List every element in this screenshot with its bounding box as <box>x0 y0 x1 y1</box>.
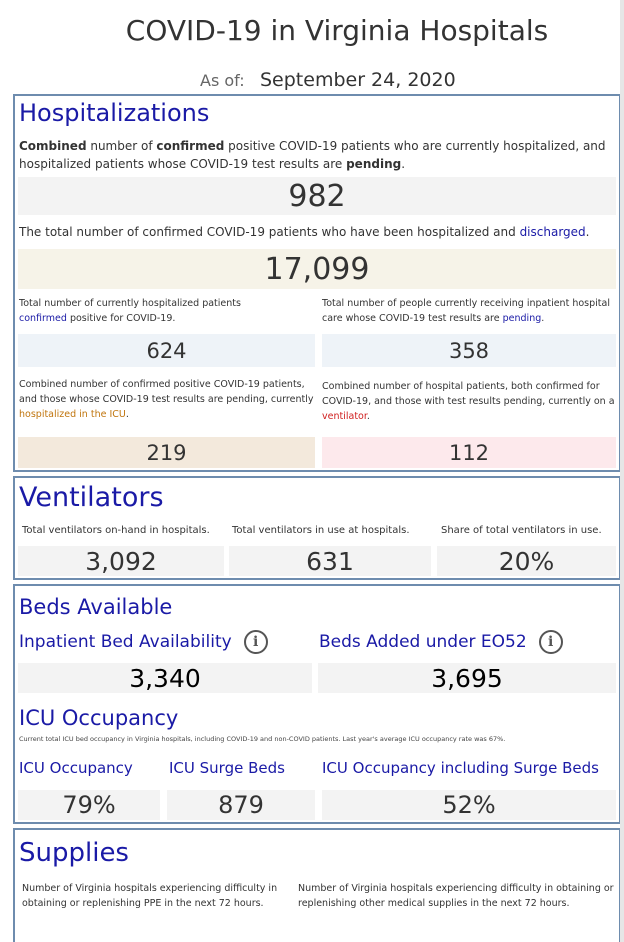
asof-label: As of: <box>200 71 245 90</box>
supplies-panel <box>13 828 621 942</box>
desc-text: The total number of confirmed COVID-19 p… <box>19 225 520 239</box>
icu-occupancy-value: 79% <box>18 790 160 820</box>
icu-surge-value: 879 <box>167 790 315 820</box>
combined-word: Combined <box>19 139 87 153</box>
icu-incl-surge-value: 52% <box>322 790 616 820</box>
info-icon[interactable]: i <box>243 630 268 654</box>
confirmed-word: confirmed <box>19 313 67 324</box>
desc-text: Combined number of confirmed positive CO… <box>19 379 314 405</box>
beds-title: Beds Available <box>19 595 173 619</box>
icu-incl-surge-label: ICU Occupancy including Surge Beds <box>322 759 599 777</box>
scrollbar[interactable] <box>620 0 624 942</box>
confirmed-value: 624 <box>18 334 315 367</box>
desc-text: . <box>125 409 129 420</box>
desc-text: positive for COVID-19. <box>66 313 176 324</box>
icu-surge-label: ICU Surge Beds <box>169 759 285 777</box>
ppe-description: Number of Virginia hospitals experiencin… <box>22 883 278 909</box>
beds-added-text: Beds Added under EO52 <box>319 632 527 652</box>
info-icon[interactable]: i <box>538 630 563 654</box>
desc-text: . <box>541 313 545 324</box>
ventilator-description: Combined number of hospital patients, bo… <box>322 379 616 424</box>
desc-text: . <box>585 225 590 239</box>
confirmed-word: confirmed <box>156 139 225 153</box>
other-supplies-description: Number of Virginia hospitals experiencin… <box>298 883 614 909</box>
inpatient-bed-label: Inpatient Bed Availability i <box>19 630 268 654</box>
icu-value: 219 <box>18 437 315 468</box>
discharged-description: The total number of confirmed COVID-19 p… <box>19 223 614 241</box>
asof-date: September 24, 2020 <box>260 69 456 91</box>
icu-description: Combined number of confirmed positive CO… <box>19 377 315 422</box>
share-value: 20% <box>437 546 616 576</box>
icu-occupancy-note: Current total ICU bed occupancy in Virgi… <box>19 735 506 743</box>
beds-panel <box>13 584 621 824</box>
desc-text: Combined number of hospital patients, bo… <box>322 381 615 407</box>
desc-text: Total number of people currently receivi… <box>322 298 610 324</box>
inuse-label: Total ventilators in use at hospitals. <box>232 525 410 536</box>
combined-description: Combined number of confirmed positive CO… <box>19 137 614 173</box>
icu-occupancy-title: ICU Occupancy <box>19 706 179 730</box>
page-title: COVID-19 in Virginia Hospitals <box>125 14 549 47</box>
inpatient-bed-text: Inpatient Bed Availability <box>19 632 232 652</box>
beds-added-label: Beds Added under EO52 i <box>319 630 563 654</box>
desc-text: number of <box>86 139 157 153</box>
icu-occupancy-label: ICU Occupancy <box>19 759 133 777</box>
desc-text: . <box>366 411 370 422</box>
onhand-label: Total ventilators on-hand in hospitals. <box>22 525 210 536</box>
pending-description: Total number of people currently receivi… <box>322 296 616 326</box>
onhand-value: 3,092 <box>18 546 224 576</box>
discharged-value: 17,099 <box>18 249 616 289</box>
desc-text: . <box>401 157 406 171</box>
inpatient-bed-value: 3,340 <box>18 663 312 693</box>
hospitalizations-title: Hospitalizations <box>19 99 210 127</box>
supplies-title: Supplies <box>19 838 129 868</box>
desc-text: positive COVID-19 patients who are curre… <box>19 139 606 171</box>
confirmed-description: Total number of currently hospitalized p… <box>19 296 259 326</box>
pending-word: pending <box>346 157 402 171</box>
pending-word: pending <box>502 313 542 324</box>
share-label: Share of total ventilators in use. <box>441 525 602 536</box>
ventilator-value: 112 <box>322 437 616 468</box>
pending-value: 358 <box>322 334 616 367</box>
discharged-word: discharged <box>519 225 586 239</box>
icu-word: hospitalized in the ICU <box>19 409 126 420</box>
desc-text: Total number of currently hospitalized p… <box>19 298 241 309</box>
inuse-value: 631 <box>229 546 431 576</box>
combined-value: 982 <box>18 177 616 215</box>
ventilator-word: ventilator <box>322 411 367 422</box>
ventilators-title: Ventilators <box>19 482 164 513</box>
beds-added-value: 3,695 <box>318 663 616 693</box>
